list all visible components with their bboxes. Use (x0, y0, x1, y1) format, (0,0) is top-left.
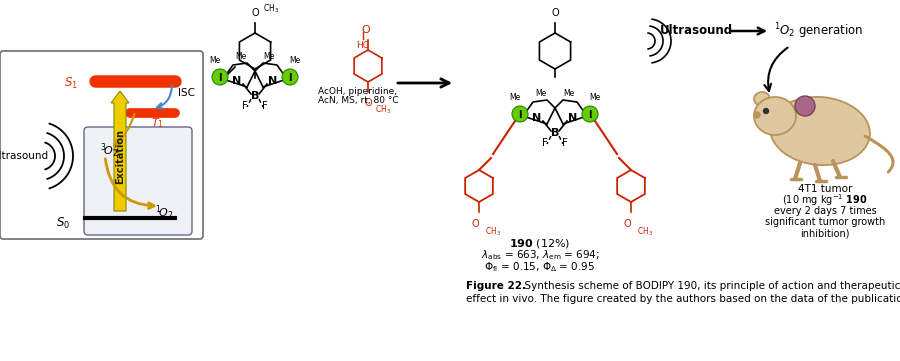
FancyBboxPatch shape (0, 51, 203, 239)
Text: $S_0$: $S_0$ (56, 216, 70, 231)
Text: effect in vivo. The figure created by the authors based on the data of the publi: effect in vivo. The figure created by th… (466, 294, 900, 304)
Ellipse shape (754, 97, 796, 135)
Text: Me: Me (290, 56, 301, 65)
Text: O: O (362, 25, 371, 35)
Circle shape (763, 109, 769, 113)
Text: I: I (518, 110, 522, 120)
Text: $S_1$: $S_1$ (64, 75, 78, 91)
Text: O: O (623, 219, 631, 229)
Text: Me: Me (264, 52, 274, 61)
Text: Me: Me (210, 56, 220, 65)
Text: I: I (218, 73, 221, 83)
Text: Me: Me (536, 89, 546, 98)
Text: O: O (364, 98, 372, 108)
Text: F: F (242, 101, 248, 111)
Text: AcOH, piperidine,: AcOH, piperidine, (318, 87, 397, 96)
Text: (10 mg kg$^{-1}$ $\mathbf{190}$: (10 mg kg$^{-1}$ $\mathbf{190}$ (782, 192, 868, 208)
Text: B: B (251, 91, 259, 101)
Text: F: F (262, 101, 268, 111)
Text: significant tumor growth: significant tumor growth (765, 217, 885, 227)
Circle shape (212, 69, 228, 85)
Text: Me: Me (236, 52, 247, 61)
Text: N: N (533, 113, 542, 123)
Text: Me: Me (563, 89, 574, 98)
Text: N: N (268, 76, 277, 86)
Text: $\mathbf{190}$ (12%): $\mathbf{190}$ (12%) (509, 236, 571, 249)
FancyArrow shape (111, 91, 129, 211)
Text: I: I (589, 110, 592, 120)
Circle shape (754, 112, 760, 118)
Text: HC: HC (356, 41, 370, 50)
Text: $^3\!O_2$: $^3\!O_2$ (100, 142, 119, 160)
Text: Me: Me (509, 93, 520, 102)
Text: CH$_3$: CH$_3$ (263, 3, 279, 15)
Text: CH$_3$: CH$_3$ (637, 226, 653, 239)
Text: F: F (562, 138, 568, 148)
Text: O: O (251, 8, 259, 18)
Text: O: O (472, 219, 479, 229)
Text: F: F (542, 138, 548, 148)
Text: N: N (232, 76, 241, 86)
Text: Excitation: Excitation (115, 129, 125, 183)
Text: N: N (569, 113, 578, 123)
Text: B: B (551, 128, 559, 138)
Text: ISC: ISC (178, 88, 195, 98)
Circle shape (282, 69, 298, 85)
Ellipse shape (770, 97, 870, 165)
Text: Figure 22.: Figure 22. (466, 281, 526, 291)
Text: inhibition): inhibition) (800, 228, 850, 238)
Text: AcN, MS, rt, 80 °C: AcN, MS, rt, 80 °C (318, 96, 399, 105)
Text: $^1O_2$ generation: $^1O_2$ generation (774, 21, 863, 41)
Text: 4T1 tumor: 4T1 tumor (797, 184, 852, 194)
Text: Ultrasound: Ultrasound (660, 25, 733, 38)
Ellipse shape (754, 92, 770, 106)
Circle shape (582, 106, 598, 122)
FancyBboxPatch shape (84, 127, 192, 235)
Circle shape (795, 96, 815, 116)
Text: Synthesis scheme of BODIPY 190, its principle of action and therapeutic: Synthesis scheme of BODIPY 190, its prin… (518, 281, 900, 291)
Text: $\lambda_{\rm abs}$ = 663, $\lambda_{\rm em}$ = 694;: $\lambda_{\rm abs}$ = 663, $\lambda_{\rm… (481, 248, 599, 262)
Text: every 2 days 7 times: every 2 days 7 times (774, 206, 877, 216)
Text: Ultrasound: Ultrasound (0, 151, 49, 161)
Circle shape (512, 106, 528, 122)
Text: Me: Me (590, 93, 600, 102)
Text: $T_1$: $T_1$ (151, 116, 165, 130)
Text: I: I (288, 73, 292, 83)
Text: $^1\!O_2$: $^1\!O_2$ (155, 204, 174, 222)
Text: CH$_3$: CH$_3$ (485, 226, 501, 239)
Text: O: O (551, 8, 559, 18)
Text: $\Phi_{\rm fl}$ = 0.15, $\Phi_\Delta$ = 0.95: $\Phi_{\rm fl}$ = 0.15, $\Phi_\Delta$ = … (484, 260, 596, 274)
Text: CH$_3$: CH$_3$ (375, 104, 392, 117)
